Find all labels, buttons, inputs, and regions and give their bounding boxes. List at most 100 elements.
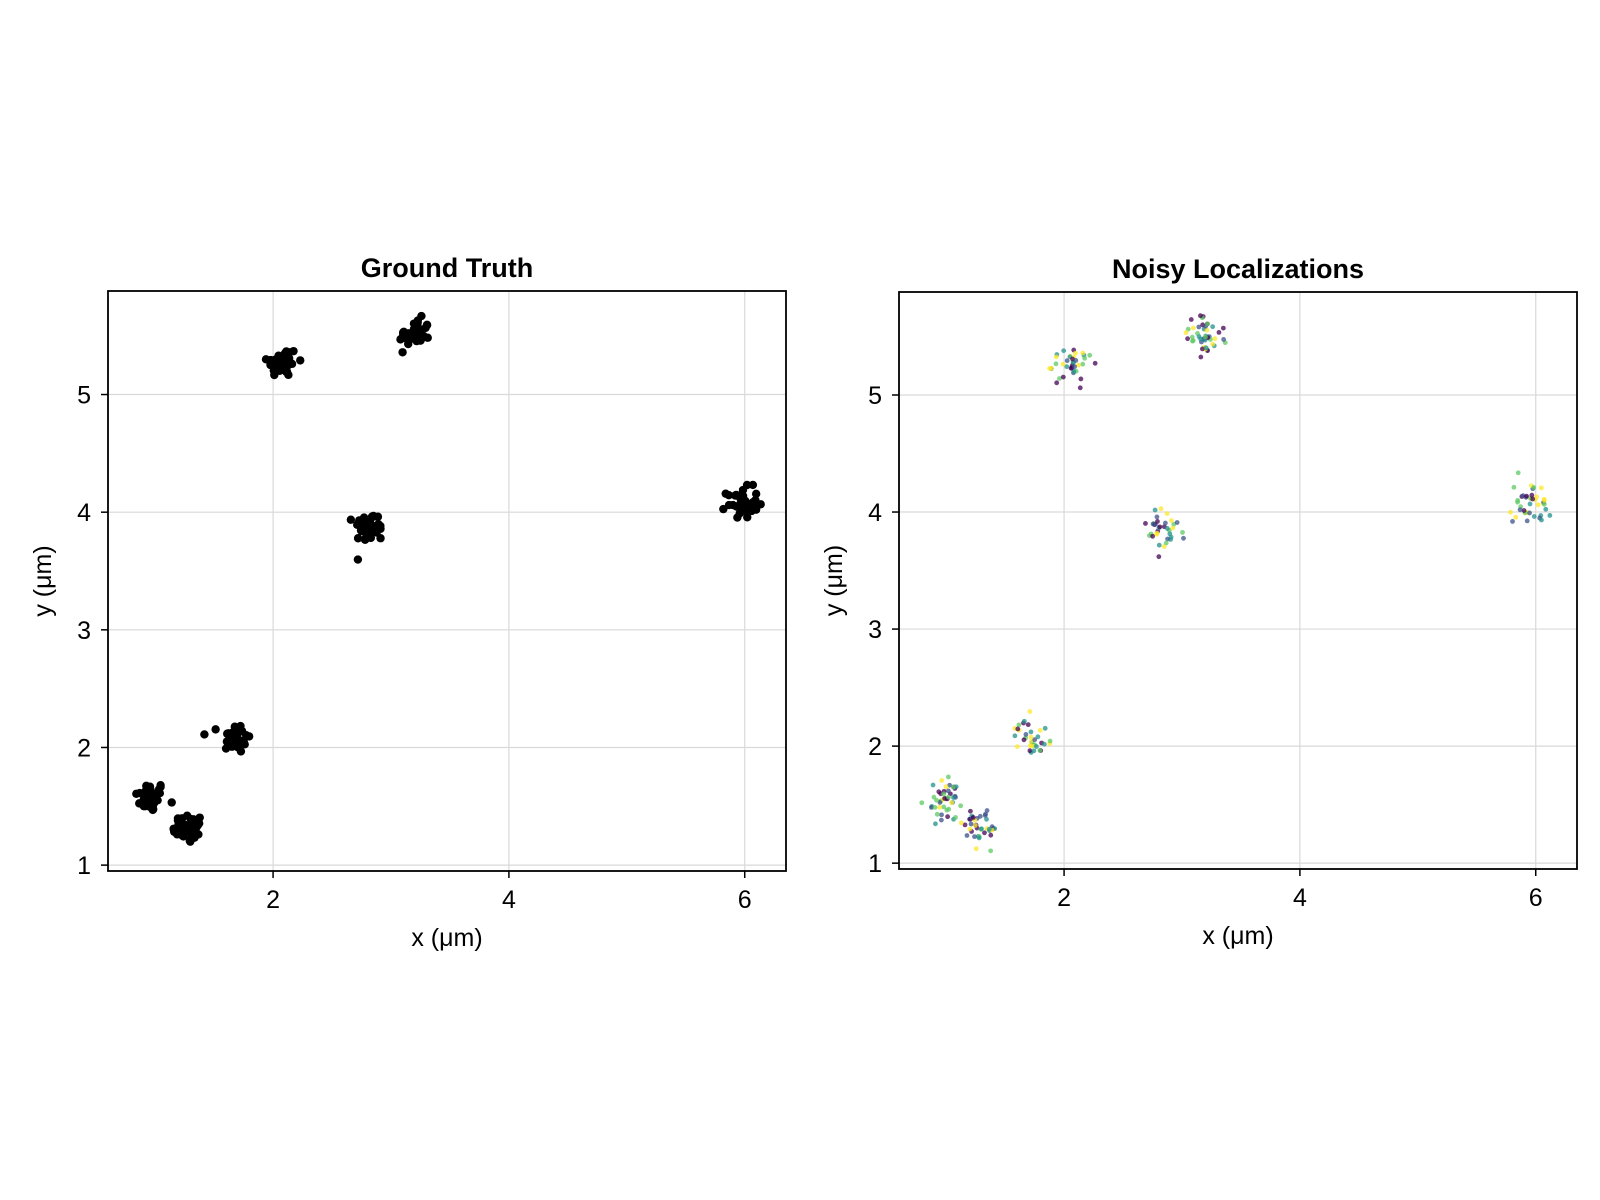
localization-point [982, 830, 987, 836]
localization-point [1061, 348, 1067, 354]
localization-point [939, 812, 944, 818]
localization-point [1200, 346, 1205, 352]
x-tick-label: 4 [502, 886, 516, 914]
localization-point [941, 791, 947, 797]
localization-point [1060, 374, 1066, 380]
localization-point [946, 794, 951, 800]
localization-point [1162, 520, 1168, 526]
localization-point [1152, 507, 1158, 513]
ground-truth-point [187, 821, 196, 830]
localization-point [1203, 334, 1208, 340]
ground-truth-point [359, 523, 369, 532]
localization-point [1032, 737, 1038, 743]
localization-point [1015, 726, 1021, 732]
localization-point [1205, 321, 1210, 327]
localization-point [1547, 513, 1553, 518]
ground-truth-point [141, 802, 150, 811]
noisy-localizations-x-axis-label: x (μm) [1202, 922, 1273, 950]
localization-point [1521, 508, 1527, 513]
localization-point [1154, 531, 1159, 537]
ground-truth-point [413, 323, 423, 332]
ground-truth-cluster [169, 811, 204, 846]
localization-point [1541, 496, 1547, 502]
localization-point [1181, 535, 1186, 541]
localization-point [1524, 518, 1530, 524]
localization-point [1510, 519, 1515, 524]
localization-point [1198, 354, 1204, 360]
ground-truth-plot-frame [107, 290, 787, 872]
noisy-localizations-cluster [1143, 506, 1186, 560]
ground-truth-point [360, 535, 370, 545]
y-tick-label: 2 [868, 733, 882, 761]
ground-truth-point [167, 798, 176, 807]
ground-truth-point [244, 732, 254, 741]
localization-point [930, 782, 936, 788]
ground-truth-point [735, 493, 745, 503]
ground-truth-point [237, 726, 247, 736]
y-tick-label: 3 [77, 617, 91, 645]
localization-point [1189, 334, 1195, 340]
ground-truth-point [236, 737, 245, 746]
localization-point [1048, 365, 1054, 371]
localization-point [1527, 510, 1532, 516]
localization-point [949, 800, 955, 806]
ground-truth-point [186, 814, 195, 824]
ground-truth-point [282, 352, 292, 361]
localization-point [1080, 350, 1086, 356]
noisy-localizations-panel: 2 4 6 1 2 3 4 5 Noisy Localizations x (μm) y (μ… [820, 254, 1578, 950]
localization-point [932, 804, 938, 810]
ground-truth-point [748, 480, 758, 490]
localization-point [1164, 525, 1170, 531]
noisy-localizations-cluster [1183, 313, 1228, 360]
localization-point [988, 832, 994, 838]
ground-truth-point [728, 500, 738, 510]
ground-truth-point [149, 805, 158, 814]
ground-truth-point [296, 356, 305, 365]
localization-point [1034, 744, 1039, 749]
localization-point [1210, 324, 1216, 330]
ground-truth-point [359, 513, 369, 522]
localization-point [1054, 380, 1060, 386]
y-tick-label: 1 [868, 850, 882, 878]
localization-point [1037, 748, 1043, 753]
localization-point [1053, 361, 1059, 367]
ground-truth-point [273, 361, 283, 370]
localization-point [1541, 501, 1547, 507]
localization-point [1031, 748, 1037, 754]
localization-point [1021, 737, 1027, 743]
localization-point [1190, 325, 1196, 331]
noisy-localizations-cluster [1012, 709, 1053, 755]
localization-point [964, 833, 970, 838]
localization-point [1169, 518, 1174, 523]
localization-point [1531, 514, 1537, 519]
noisy-localizations-cluster [1047, 347, 1098, 391]
ground-truth-point [746, 506, 755, 515]
ground-truth-point [230, 722, 240, 731]
ground-truth-point [374, 519, 383, 529]
localization-point [1529, 492, 1535, 498]
ground-truth-point [221, 744, 231, 753]
localization-point [1053, 354, 1059, 360]
localization-point [1185, 336, 1190, 342]
localization-point [1515, 497, 1521, 503]
localization-point [1524, 493, 1529, 499]
localization-point [1016, 722, 1022, 728]
ground-truth-point [413, 316, 422, 325]
localization-point [1012, 733, 1018, 739]
localization-point [934, 797, 939, 803]
localization-point [937, 800, 943, 805]
localization-point [1196, 324, 1202, 330]
localization-point [1041, 741, 1047, 747]
localization-point [1150, 521, 1156, 527]
localization-point [1534, 494, 1540, 500]
ground-truth-title: Ground Truth [361, 253, 533, 283]
ground-truth-point [141, 787, 150, 796]
noisy-localizations-plot-frame [898, 291, 1578, 870]
ground-truth-point [353, 555, 363, 564]
localization-point [1027, 743, 1033, 749]
localization-point [1076, 362, 1081, 368]
ground-truth-point [194, 819, 204, 828]
localization-point [1027, 748, 1033, 754]
localization-point [1156, 554, 1162, 560]
